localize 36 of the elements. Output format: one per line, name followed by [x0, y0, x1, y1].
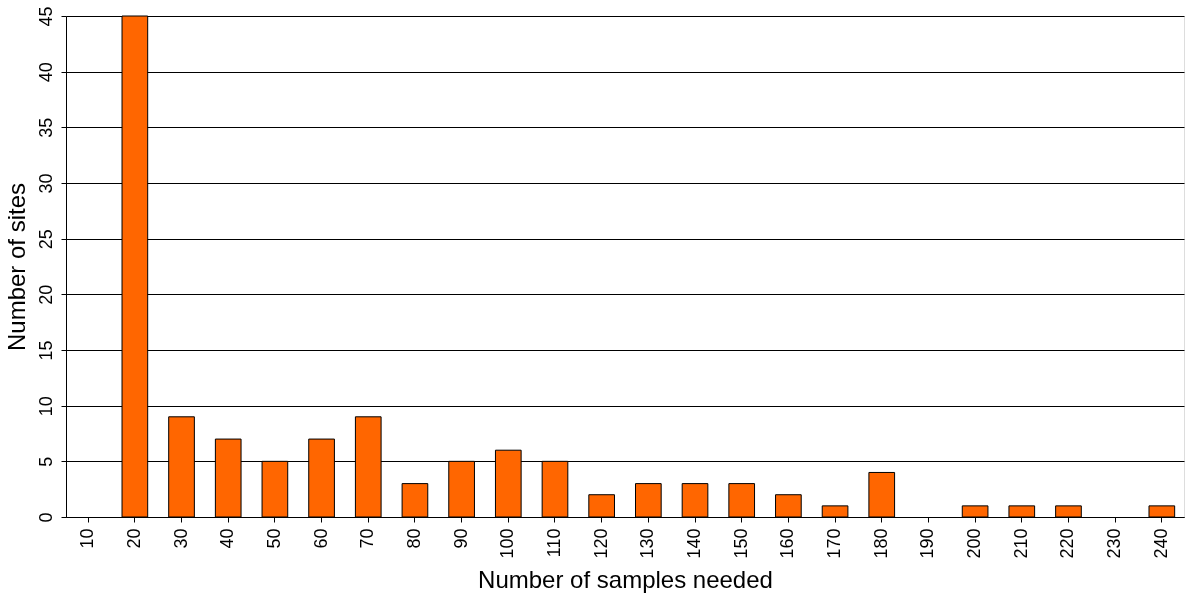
- x-tick-label: 110: [543, 528, 564, 558]
- x-tick-label: 50: [263, 528, 284, 549]
- y-tick-label: 15: [35, 340, 56, 361]
- x-tick-label: 160: [777, 528, 798, 559]
- y-tick-label: 35: [35, 117, 56, 138]
- x-tick-label: 60: [310, 528, 331, 549]
- x-tick-label: 220: [1057, 528, 1078, 559]
- x-tick-label: 30: [170, 528, 191, 549]
- y-axis-title: Number of sites: [2, 182, 30, 352]
- x-tick-label: 200: [964, 528, 985, 559]
- x-tick-label: 70: [357, 528, 378, 549]
- x-tick-label: 10: [77, 528, 98, 549]
- x-tick-label: 130: [637, 528, 658, 559]
- x-tick-label: 80: [403, 528, 424, 549]
- x-tick-label: 100: [497, 528, 518, 559]
- x-tick-label: 170: [824, 528, 845, 559]
- x-tick-label: 230: [1104, 528, 1125, 559]
- x-axis-title: Number of samples needed: [478, 565, 773, 593]
- x-tick-label: 20: [123, 528, 144, 549]
- y-tick-label: 0: [35, 512, 56, 523]
- x-tick-label: 40: [217, 528, 238, 549]
- x-tick-label: 140: [684, 528, 705, 559]
- x-tick-label: 240: [1150, 528, 1171, 559]
- y-tick-label: 10: [35, 396, 56, 417]
- x-tick-label: 180: [870, 528, 891, 559]
- y-tick-label: 45: [35, 6, 56, 27]
- y-tick-label: 25: [35, 229, 56, 250]
- y-tick-label: 20: [35, 284, 56, 305]
- x-tick-label: 150: [730, 528, 751, 559]
- y-tick-label: 40: [35, 62, 56, 83]
- y-tick-label: 5: [35, 456, 56, 467]
- x-tick-label: 120: [590, 528, 611, 559]
- y-tick-label: 30: [35, 173, 56, 194]
- x-tick-label: 210: [1010, 528, 1031, 559]
- x-tick-label: 90: [450, 528, 471, 549]
- x-tick-label: 190: [917, 528, 938, 559]
